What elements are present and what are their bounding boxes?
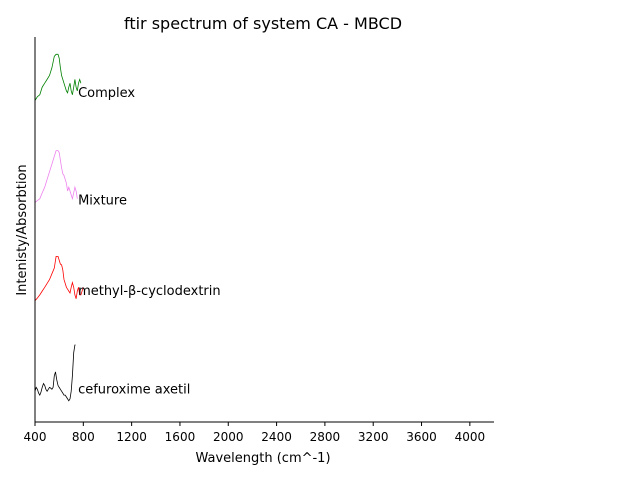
series-label: methyl-β-cyclodextrin	[78, 284, 221, 299]
x-tick-label: 3200	[358, 430, 389, 444]
x-tick-label: 1600	[165, 430, 196, 444]
series-line	[34, 53, 82, 101]
series-line	[34, 344, 76, 402]
x-tick-label: 800	[72, 430, 95, 444]
x-tick-label: 4000	[455, 430, 486, 444]
x-tick-label: 2800	[310, 430, 341, 444]
x-tick-label: 400	[24, 430, 47, 444]
series-label: Complex	[78, 86, 135, 101]
chart-title: ftir spectrum of system CA - MBCD	[124, 14, 402, 33]
series-line	[34, 255, 84, 301]
x-ticks: 400 800 1200 1600 2000 2400 2800 3200 3600 4000	[24, 422, 486, 444]
y-axis-label: Intenisty/Absorbtion	[15, 164, 30, 295]
x-tick-label: 2000	[213, 430, 244, 444]
series-label: Mixture	[78, 194, 127, 209]
x-tick-label: 2400	[261, 430, 292, 444]
series-line	[34, 150, 78, 203]
x-tick-label: 3600	[406, 430, 437, 444]
x-tick-label: 1200	[116, 430, 147, 444]
series-label: cefuroxime axetil	[78, 382, 190, 397]
plot-area: cefuroxime axetil methyl-β-cyclodextrin Mi…	[34, 53, 221, 402]
x-axis-label: Wavelength (cm^-1)	[195, 451, 330, 466]
